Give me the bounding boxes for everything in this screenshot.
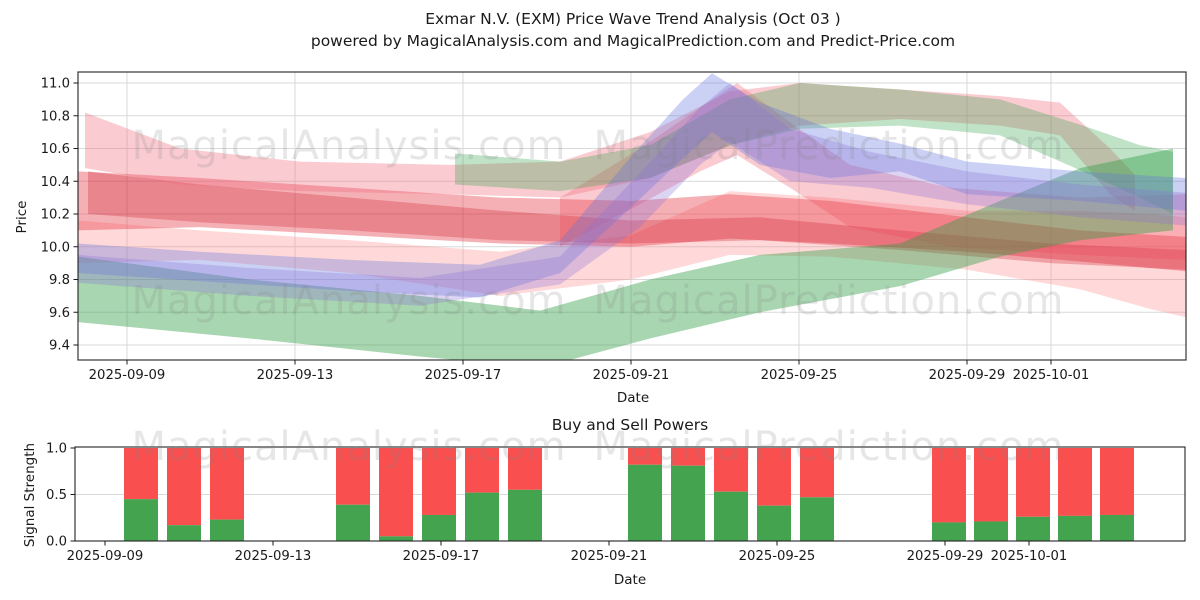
x-tick-label: 2025-09-13 [235,549,312,564]
buy-bar [800,497,834,541]
sell-bar [800,448,834,498]
band-blue-band [78,73,1186,298]
power-chart: 2025-09-09 2025-09-13 2025-09-17 2025-09-21… [46,442,1186,564]
sell-bar [336,448,370,505]
x-tick-label: 2025-09-17 [425,368,502,383]
sell-bar [714,448,748,492]
y-tick-label: 10.8 [41,109,70,124]
sell-bar [974,448,1008,522]
price-xaxis-label: Date [616,390,650,406]
sell-bar [1058,448,1092,516]
price-chart: 2025-09-09 2025-09-13 2025-09-17 2025-09-21… [41,71,1187,383]
x-tick-label: 2025-09-13 [257,368,334,383]
band-pink-envelope [78,191,1186,318]
buy-bar [671,465,705,541]
band-green-lower [78,148,1173,360]
figure-subtitle: powered by MagicalAnalysis.com and Magic… [310,32,956,50]
figure-title: Exmar N.V. (EXM) Price Wave Trend Analys… [425,10,841,28]
price-plot-border [77,71,1187,361]
sell-bar [1100,448,1134,515]
x-tick-label: 2025-09-17 [403,549,480,564]
buy-bar [508,489,542,541]
buy-bar [167,525,201,541]
sell-bar [628,448,662,465]
x-tick-label: 2025-09-29 [929,368,1006,383]
buy-bar [1016,516,1050,541]
y-tick-label: 9.6 [49,306,70,321]
sell-bar [757,448,791,506]
sell-bar [124,448,158,500]
band-green-upper [455,83,1173,214]
band-purple-band [78,83,1186,306]
x-tick-label: 2025-09-25 [761,368,838,383]
x-tick-label: 2025-10-01 [1013,368,1090,383]
buy-bar [422,514,456,541]
buy-bar [124,499,158,541]
buy-bar [465,492,499,541]
x-tick-label: 2025-09-09 [67,549,144,564]
band-red-core [88,171,1186,270]
x-tick-label: 2025-09-29 [907,549,984,564]
y-tick-label: 9.4 [49,339,70,354]
band-red-main-channel [78,171,1186,272]
y-tick-label: 1.0 [46,442,67,457]
sell-bar [1016,448,1050,517]
x-tick-label: 2025-09-21 [571,549,648,564]
y-tick-label: 10.2 [41,208,70,223]
y-tick-label: 11.0 [41,77,70,92]
sell-bar [167,448,201,526]
price-axis-label: Price [14,200,30,234]
buy-bar [336,504,370,541]
y-tick-label: 9.8 [49,273,70,288]
sell-bar [671,448,705,466]
sell-bar [379,448,413,537]
trend-bands [78,73,1186,360]
x-tick-label: 2025-09-21 [593,368,670,383]
power-xaxis-label: Date [613,572,647,588]
x-tick-label: 2025-09-09 [89,368,166,383]
power-chart-title: Buy and Sell Powers [551,416,709,434]
buy-bar [210,519,244,541]
sell-bar [932,448,966,523]
sell-bar [465,448,499,493]
y-tick-label: 10.6 [41,142,70,157]
buy-bar [628,464,662,541]
buy-bar [714,491,748,541]
y-tick-label: 0.5 [46,488,67,503]
buy-bar [757,505,791,541]
sell-bar [210,448,244,520]
x-tick-label: 2025-10-01 [991,549,1068,564]
buy-bar [1100,514,1134,541]
buy-bar [974,521,1008,541]
buy-bar [932,522,966,541]
x-tick-label: 2025-09-25 [739,549,816,564]
band-red-upper-arc [85,83,1135,211]
signal-axis-label: Signal Strength [22,442,38,548]
sell-bar [422,448,456,515]
y-tick-label: 10.4 [41,175,70,190]
y-tick-label: 0.0 [46,535,67,550]
sell-bar [508,448,542,490]
buy-bar [1058,515,1092,541]
band-red-peak [560,83,1186,260]
y-tick-label: 10.0 [41,240,70,255]
buy-bar [379,536,413,541]
